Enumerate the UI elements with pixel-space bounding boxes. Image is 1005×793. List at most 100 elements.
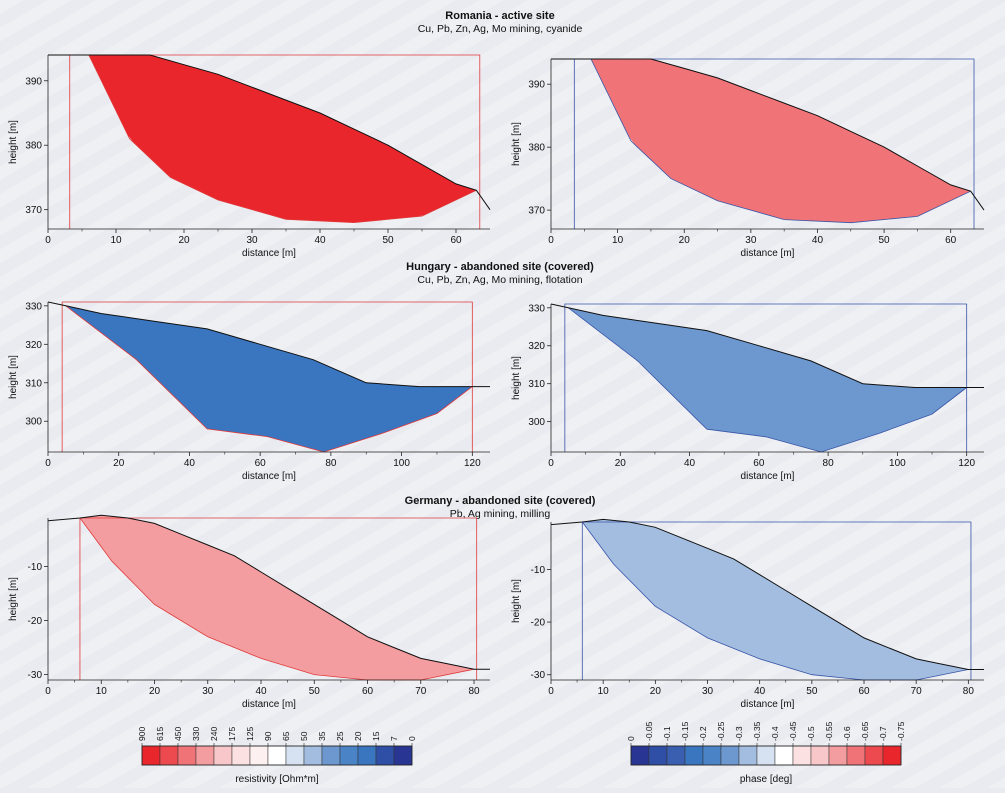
legend-tick-label: 90 <box>263 731 273 741</box>
legend-tick-label: 450 <box>173 727 183 741</box>
x-tick-label: 60 <box>362 686 374 697</box>
x-tick-label: 120 <box>958 458 975 469</box>
topography-line <box>550 303 984 388</box>
y-tick-label: 390 <box>528 80 545 91</box>
legend-swatch <box>630 745 650 766</box>
x-tick-label: 30 <box>702 686 714 697</box>
y-tick-label: -20 <box>28 616 43 627</box>
y-tick-label: 370 <box>25 205 42 216</box>
legend-border <box>630 745 902 766</box>
legend-swatch <box>231 745 251 766</box>
hungary-resistivity-panel: 0 20 40 60 80 100 120 300 310 320 330 distance [m] h… <box>8 301 490 482</box>
title-romania: Romania - active site <box>445 10 554 22</box>
section-frame <box>573 58 975 229</box>
legend-swatch <box>846 745 866 766</box>
x-tick-label: 50 <box>382 235 394 246</box>
romania-resistivity-panel: 0 10 20 30 40 50 60 370 380 390 distance [m] height… <box>8 54 491 259</box>
x-tick-label: 50 <box>806 686 818 697</box>
legend-tick-label: 240 <box>209 727 219 741</box>
axes: 0 20 40 60 80 100 120 300 310 320 330 distance [m] h… <box>511 303 984 482</box>
y-tick-label: -30 <box>531 670 546 681</box>
legend-swatch <box>810 745 830 766</box>
axes: 0 10 20 30 40 50 60 370 380 390 distance [m] height… <box>8 55 490 259</box>
x-tick-label: 0 <box>548 458 554 469</box>
legend-tick-label: -0.5 <box>806 726 816 741</box>
x-tick-label: 60 <box>753 458 765 469</box>
axes: 0 10 20 30 40 50 60 70 80 -10 -20 -30 distance [m] he… <box>8 518 490 710</box>
section-frame <box>69 54 481 229</box>
title-germany: Germany - abandoned site (covered) <box>405 495 596 507</box>
x-tick-label: 0 <box>548 686 554 697</box>
x-tick-label: 120 <box>464 458 481 469</box>
legend-tick-label: 900 <box>137 727 147 741</box>
y-axis-label: height [m] <box>511 122 522 166</box>
legend-tick-label: -0.45 <box>788 721 798 741</box>
x-tick-label: 30 <box>246 235 258 246</box>
germany-resistivity-panel: 0 10 20 30 40 50 60 70 80 -10 -20 -30 distance [m] he… <box>8 514 490 710</box>
y-tick-label: 330 <box>528 303 545 314</box>
section-band <box>568 307 967 452</box>
panels: 0 10 20 30 40 50 60 370 380 390 distance [m] height… <box>8 54 985 710</box>
y-axis-label: height [m] <box>8 355 19 399</box>
x-tick-label: 0 <box>45 686 51 697</box>
topography-line <box>550 518 984 670</box>
x-tick-label: 60 <box>945 235 957 246</box>
x-tick-label: 10 <box>598 686 610 697</box>
section-frame <box>79 517 478 680</box>
topography-line <box>47 514 490 670</box>
y-axis-label: height [m] <box>511 579 522 623</box>
y-tick-label: 300 <box>528 417 545 428</box>
y-tick-label: 320 <box>528 341 545 352</box>
subtitle-romania: Cu, Pb, Zn, Ag, Mo mining, cyanide <box>418 23 583 35</box>
y-tick-label: 370 <box>528 206 545 217</box>
x-tick-label: 0 <box>548 235 554 246</box>
section-bottom-edge <box>88 54 477 224</box>
legend-tick-label: -0.3 <box>734 726 744 741</box>
legend-swatch <box>666 745 686 766</box>
topography-line <box>551 58 985 211</box>
section-band <box>80 515 474 680</box>
x-tick-label: 100 <box>393 458 410 469</box>
x-tick-label: 40 <box>314 235 326 246</box>
legend-swatch <box>828 745 848 766</box>
y-tick-label: 310 <box>25 378 42 389</box>
x-tick-label: 80 <box>468 686 480 697</box>
legend-swatch <box>159 745 179 766</box>
legend-swatch <box>141 745 161 766</box>
x-tick-label: 0 <box>45 235 51 246</box>
legend-swatch <box>648 745 668 766</box>
x-axis-label: distance [m] <box>741 699 795 710</box>
legend-swatch <box>882 745 902 766</box>
romania-phase-panel: 0 10 20 30 40 50 60 370 380 390 distance [m] height… <box>511 58 985 259</box>
legend-tick-label: 25 <box>335 731 345 741</box>
section-bottom-edge <box>65 305 473 453</box>
legend-tick-label: -0.4 <box>770 726 780 741</box>
y-axis-label: height [m] <box>511 356 522 400</box>
x-tick-label: 20 <box>178 235 190 246</box>
legend-swatch <box>864 745 884 766</box>
x-tick-label: 60 <box>255 458 267 469</box>
legend-swatch <box>393 745 413 766</box>
x-tick-label: 40 <box>684 458 696 469</box>
legend-swatch <box>195 745 215 766</box>
x-tick-label: 80 <box>325 458 337 469</box>
resistivity-legend-label: resistivity [Ohm*m] <box>235 774 319 785</box>
section-band <box>88 55 477 223</box>
y-tick-label: -20 <box>531 618 546 629</box>
section-frame <box>581 521 972 680</box>
x-tick-label: 30 <box>745 235 757 246</box>
legend-tick-label: -0.6 <box>842 726 852 741</box>
legend-tick-label: 15 <box>371 731 381 741</box>
x-tick-label: 20 <box>113 458 125 469</box>
x-tick-label: 60 <box>450 235 462 246</box>
x-tick-label: 50 <box>309 686 321 697</box>
x-tick-label: 10 <box>96 686 108 697</box>
legend-tick-label: 175 <box>227 727 237 741</box>
phase-legend: 0 -0.05 -0.1 -0.15 -0.2 -0.25 -0.3 -0.35 -0.4 -0.… <box>626 721 906 766</box>
resistivity-legend: 900 615 450 330 240 175 125 90 65 50 35 25 20 15 7 0 <box>137 727 417 766</box>
section-band <box>582 519 969 680</box>
section-frame <box>61 301 473 452</box>
x-tick-label: 20 <box>679 235 691 246</box>
